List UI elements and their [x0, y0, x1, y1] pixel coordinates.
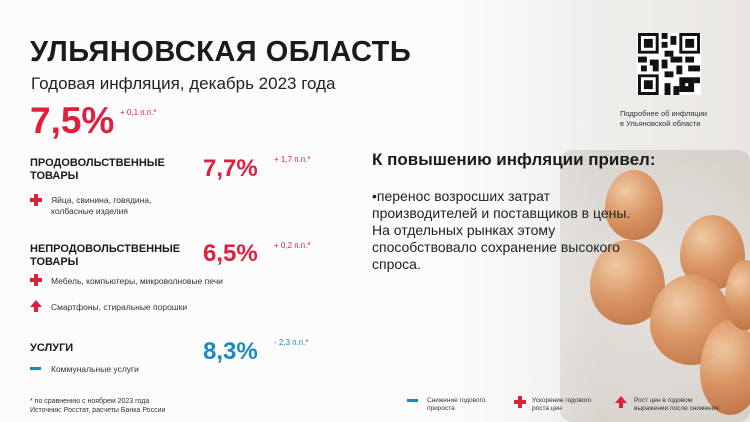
category-food-item: Яйца, свинина, говядина, колбасные издел… — [51, 195, 152, 216]
legend-text: Снижение годового — [427, 397, 486, 404]
category-nonfood-name: НЕПРОДОВОЛЬСТВЕННЫЕ ТОВАРЫ — [30, 243, 181, 268]
legend-item-acceleration: Ускорение годового роста цен — [532, 397, 591, 413]
legend-text: выражении после снижения — [634, 405, 719, 412]
total-inflation-delta: + 0,1 п.п.* — [120, 108, 157, 117]
legend-text: Рост цен в годовом — [634, 397, 693, 404]
explanation-text: •перенос возросших затрат производителей… — [372, 188, 631, 272]
qr-caption-line: Подробнее об инфляции — [620, 109, 707, 118]
category-nonfood-value: 6,5% — [203, 240, 258, 267]
legend-text: Ускорение годового — [532, 397, 592, 404]
minus-icon — [407, 399, 418, 402]
total-inflation-value: 7,5% — [30, 100, 115, 141]
qr-caption-line: в Ульяновской области — [620, 119, 701, 128]
qr-code[interactable] — [637, 33, 701, 95]
category-nonfood-delta: + 0,2 п.п.* — [274, 241, 311, 250]
footnote-source: Источник: Росстат, расчеты Банка России — [30, 407, 166, 414]
footnote-comparison: * по сравнению с ноябрем 2023 года — [30, 398, 150, 405]
footnote: * по сравнению с ноябрем 2023 года Источ… — [30, 397, 165, 415]
page-title: УЛЬЯНОВСКАЯ ОБЛАСТЬ — [30, 36, 412, 68]
category-services-value: 8,3% — [203, 338, 258, 365]
arrow-up-icon — [30, 300, 42, 312]
plus-icon — [30, 274, 42, 286]
page-subtitle: Годовая инфляция, декабрь 2023 года — [31, 74, 336, 93]
category-food-name: ПРОДОВОЛЬСТВЕННЫЕ ТОВАРЫ — [30, 157, 165, 182]
explanation-heading: К повышению инфляции привел: — [372, 150, 656, 169]
arrow-up-icon — [615, 396, 627, 408]
qr-caption: Подробнее об инфляции в Ульяновской обла… — [620, 109, 707, 129]
category-services-name: УСЛУГИ — [30, 342, 74, 354]
minus-icon — [30, 367, 41, 370]
legend-text: прироста — [427, 405, 455, 412]
plus-icon — [514, 396, 526, 408]
category-food-delta: + 1,7 п.п.* — [274, 155, 311, 164]
plus-icon — [30, 194, 42, 206]
qr-code-image — [638, 33, 700, 95]
legend-text: роста цен — [532, 405, 562, 412]
category-food-value: 7,7% — [203, 155, 258, 182]
legend-item-decrease: Снижение годового прироста — [427, 397, 485, 413]
photo-fade — [340, 0, 600, 422]
legend-item-growth-after-decline: Рост цен в годовом выражении после сниже… — [634, 397, 719, 413]
category-nonfood-item: Мебель, компьютеры, микроволновые печи — [51, 276, 223, 286]
category-services-delta: - 2,3 п.п.* — [274, 338, 309, 347]
category-services-item: Коммунальные услуги — [51, 364, 139, 374]
category-nonfood-item: Смартфоны, стиральные порошки — [51, 302, 188, 312]
